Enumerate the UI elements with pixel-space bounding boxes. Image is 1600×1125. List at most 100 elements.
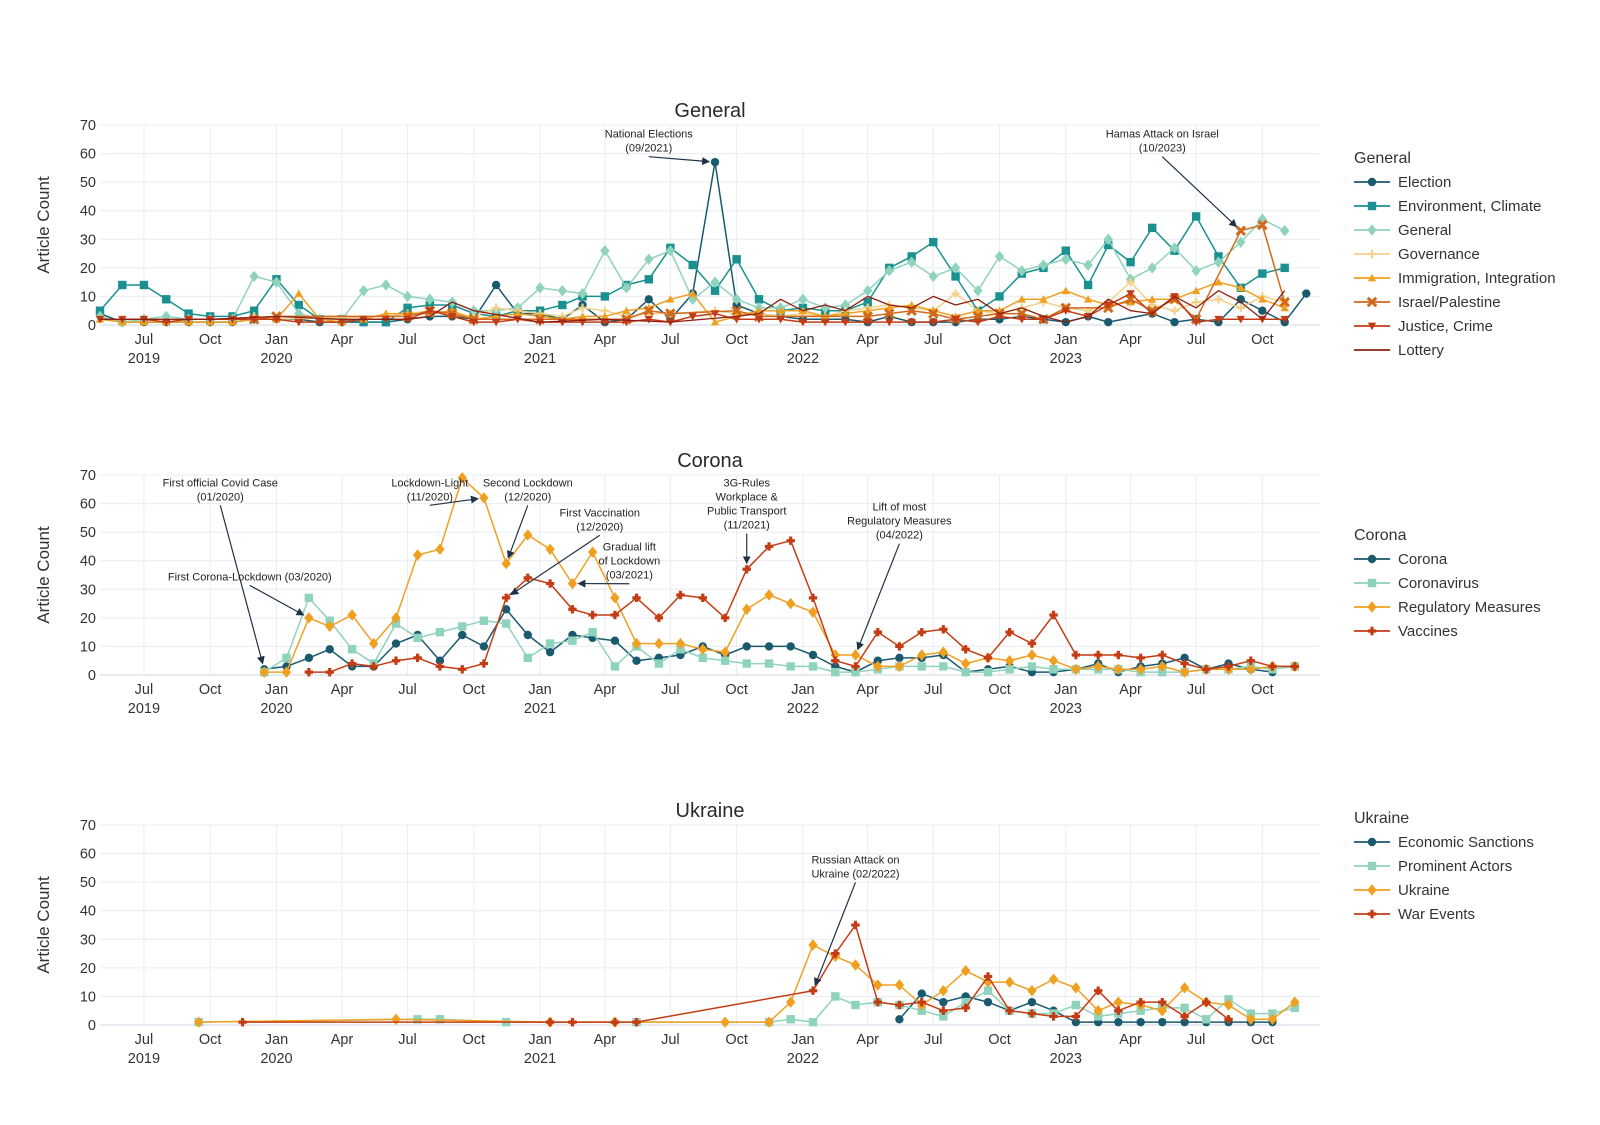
data-point xyxy=(742,659,751,668)
annotation: Hamas Attack on Israel (10/2023) xyxy=(1106,129,1238,228)
data-point xyxy=(917,662,926,671)
x-tick-label: Oct xyxy=(988,332,1011,348)
data-point xyxy=(184,309,193,318)
data-point xyxy=(643,305,655,316)
annotation-arrow xyxy=(429,495,479,506)
legend-label: Coronavirus xyxy=(1398,575,1479,592)
x-tick-label: Jul xyxy=(398,1032,417,1048)
y-tick-label: 10 xyxy=(80,639,96,655)
data-point xyxy=(895,1000,904,1010)
legend-general: General Election Environment, Climate Gener… xyxy=(1354,150,1556,359)
data-point xyxy=(929,237,938,247)
y-tick-label: 60 xyxy=(80,847,96,863)
data-point xyxy=(1083,280,1093,290)
data-point xyxy=(621,282,632,294)
data-point xyxy=(1268,1009,1277,1018)
y-tick-label: 20 xyxy=(80,261,96,277)
x-tick-year: 2022 xyxy=(787,1051,819,1067)
data-point xyxy=(710,276,720,288)
series-war-events xyxy=(238,920,1233,1027)
legend-item: Immigration, Integration xyxy=(1354,270,1556,287)
data-point xyxy=(821,318,830,327)
x-tick-label: Jul xyxy=(661,682,680,698)
data-point xyxy=(710,310,720,318)
data-point xyxy=(588,627,597,637)
annotation-text: (11/2021) xyxy=(724,520,770,532)
annotation-text: (11/2020) xyxy=(407,491,453,503)
data-point xyxy=(1093,1012,1103,1021)
data-point xyxy=(1005,627,1014,637)
data-point xyxy=(688,313,697,321)
legend-item: Corona xyxy=(1354,551,1448,568)
data-point xyxy=(587,546,598,558)
data-point xyxy=(610,610,620,620)
data-point xyxy=(939,997,948,1007)
data-point xyxy=(545,543,555,555)
data-point xyxy=(1214,295,1223,304)
x-tick-label: Jul xyxy=(398,332,417,348)
data-point xyxy=(1236,303,1245,313)
data-point xyxy=(917,997,926,1007)
data-point xyxy=(1224,995,1233,1004)
series-regulatory-measures xyxy=(259,472,1300,678)
data-point xyxy=(1213,256,1224,268)
legend-label: Ukraine xyxy=(1398,882,1450,899)
annotation: Gradual lift of Lockdown (03/2021) xyxy=(577,542,660,588)
data-point xyxy=(1113,996,1124,1008)
data-point xyxy=(1071,1017,1081,1027)
legend-swatch-marker xyxy=(1367,224,1377,236)
annotation-arrow xyxy=(249,584,305,616)
data-point xyxy=(622,306,631,315)
data-point xyxy=(1158,650,1167,660)
x-tick-label: Oct xyxy=(199,1032,222,1048)
x-tick-year: 2019 xyxy=(128,351,160,367)
series-line xyxy=(198,944,1296,1023)
legend-label: Immigration, Integration xyxy=(1398,270,1556,287)
data-point xyxy=(1004,655,1015,667)
data-point xyxy=(698,593,707,603)
data-point xyxy=(1158,667,1167,677)
data-point xyxy=(610,592,620,604)
data-point xyxy=(863,318,872,327)
data-point xyxy=(315,318,324,327)
series-line xyxy=(308,539,1295,673)
x-tick-label: Apr xyxy=(856,682,879,698)
legend-item: War Events xyxy=(1354,906,1475,923)
data-point xyxy=(193,1016,204,1028)
data-point xyxy=(1179,982,1190,994)
data-point xyxy=(698,643,708,655)
x-tick-year: 2023 xyxy=(1050,701,1082,717)
legend-item: Ukraine xyxy=(1354,882,1450,899)
data-point xyxy=(1180,1003,1189,1013)
data-point xyxy=(1093,986,1103,995)
data-point xyxy=(1017,295,1027,303)
data-point xyxy=(720,1016,730,1028)
data-point xyxy=(568,1017,577,1027)
y-tick-label: 50 xyxy=(80,525,96,541)
data-point xyxy=(545,579,555,588)
data-point xyxy=(118,280,127,290)
data-point xyxy=(139,280,149,290)
annotation: First Corona-Lockdown (03/2020) xyxy=(168,571,332,616)
data-point xyxy=(1246,656,1256,665)
data-point xyxy=(577,287,588,300)
data-point xyxy=(1169,242,1180,254)
chart-panel-ukraine: 0 10 20 30 40 50 60 70 Jul 2019 Oct Jan 2020 Apr Jul Oc… xyxy=(34,800,1320,1067)
chart-title: Ukraine xyxy=(676,800,745,822)
data-point xyxy=(600,292,610,301)
data-point xyxy=(764,589,774,601)
x-tick-label: Oct xyxy=(199,682,222,698)
data-point xyxy=(863,285,873,297)
data-point xyxy=(798,293,808,305)
data-point xyxy=(1147,295,1157,303)
data-point xyxy=(325,645,334,654)
data-point xyxy=(491,303,501,313)
annotation-text: Public Transport xyxy=(707,506,786,518)
data-point xyxy=(731,293,742,305)
x-tick-label: Jan xyxy=(1054,332,1077,348)
data-point xyxy=(403,303,412,313)
data-point xyxy=(304,653,314,663)
x-tick-label: Oct xyxy=(1251,682,1274,698)
data-point xyxy=(907,318,916,327)
